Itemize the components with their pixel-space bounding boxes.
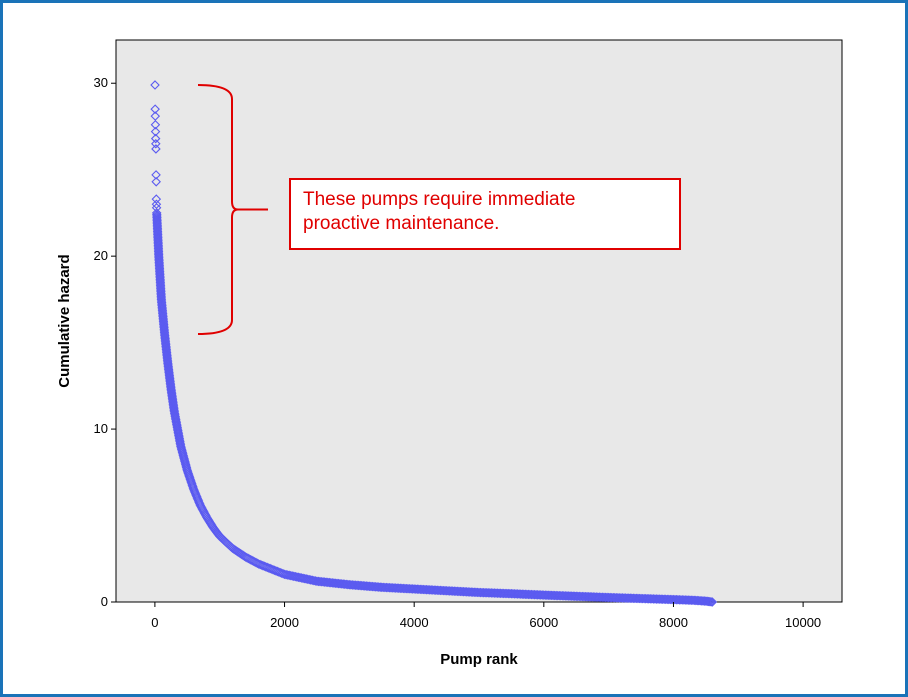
data-point-11	[151, 199, 162, 210]
plot-area	[115, 39, 843, 603]
y-axis-title: Cumulative hazard	[56, 254, 73, 387]
data-point-8	[151, 170, 161, 180]
curve-point-543	[706, 597, 716, 607]
x-tick-label-4: 8000	[659, 615, 688, 630]
data-point-3	[150, 119, 161, 130]
data-point-0	[150, 80, 160, 90]
x-tick-label-2: 4000	[400, 615, 429, 630]
curve-point-126	[168, 402, 179, 413]
x-axis-title: Pump rank	[440, 651, 518, 668]
data-point-6	[151, 138, 161, 149]
curve-point-127	[169, 404, 179, 414]
data-point-4	[150, 126, 161, 137]
data-point-10	[151, 194, 162, 204]
x-tick-label-1: 2000	[270, 615, 299, 630]
axes: 0 2000 4000 6000 8000 10000 0 10 20 30	[94, 75, 822, 630]
curve-point-544	[707, 597, 718, 607]
y-tick-label-3: 30	[94, 75, 108, 90]
y-tick-label-0: 0	[101, 594, 108, 609]
x-tick-label-5: 10000	[785, 615, 821, 630]
y-tick-label-1: 10	[94, 421, 108, 436]
y-tick-label-2: 20	[94, 248, 108, 263]
x-tick-label-3: 6000	[529, 615, 558, 630]
data-point-7	[151, 144, 161, 154]
data-point-1	[150, 104, 160, 114]
annotation-callout: These pumps require immediate proactive …	[289, 178, 681, 250]
data-point-5	[150, 133, 161, 144]
x-tick-label-0: 0	[151, 615, 158, 630]
curve-point-542	[704, 596, 715, 607]
data-points	[150, 80, 718, 607]
annotation-line-1: These pumps require immediate	[303, 189, 576, 210]
annotation-line-2: proactive maintenance.	[303, 213, 500, 234]
data-point-9	[151, 177, 161, 187]
curve-point-541	[703, 596, 714, 607]
